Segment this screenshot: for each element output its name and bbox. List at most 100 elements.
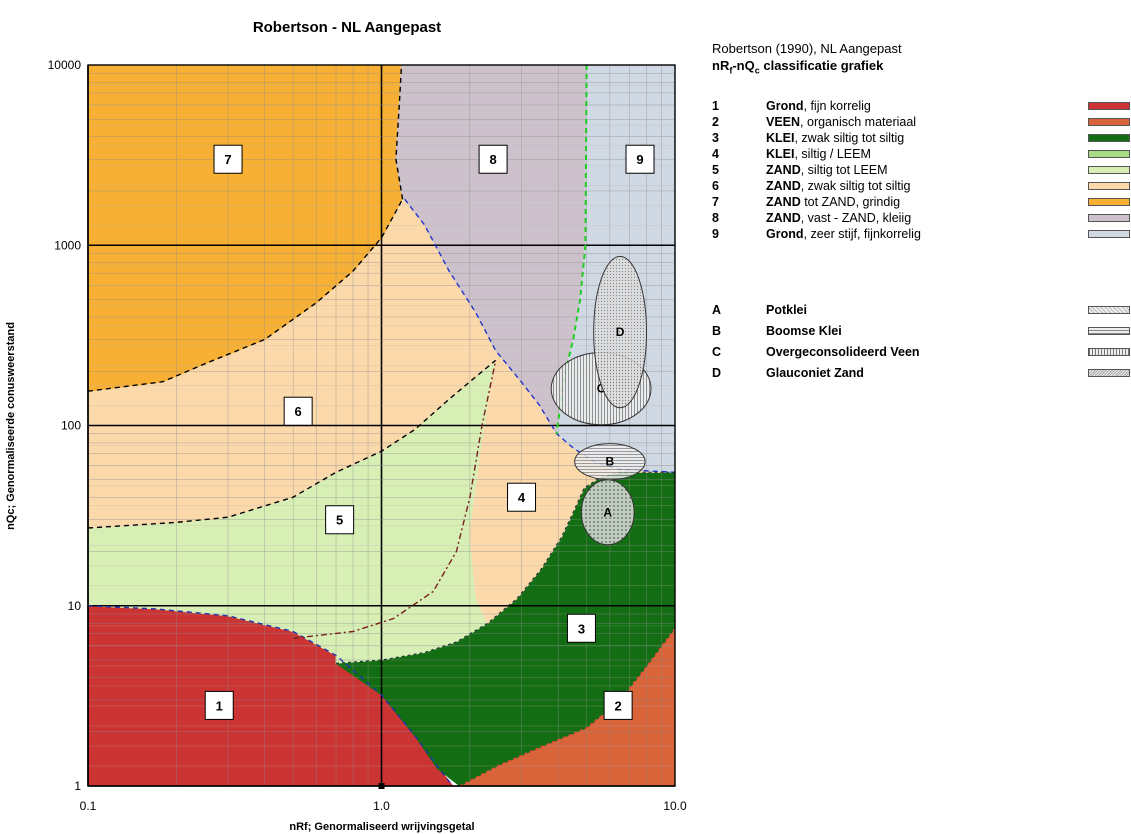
legend-ellipse-letter: C: [712, 344, 722, 359]
legend-ellipse-letter: A: [712, 302, 722, 317]
legend-swatch: [1088, 165, 1130, 174]
legend-title: Robertson (1990), NL Aangepast: [712, 41, 902, 56]
legend-swatch: [1088, 197, 1130, 206]
boundary-4-5-line: [293, 360, 497, 639]
legend-ellipse-B: B Boomse Klei: [712, 321, 1130, 342]
y-tick-label: 10000: [48, 58, 82, 72]
legend-swatch: [1088, 181, 1130, 190]
legend-ellipse-C: C Overgeconsolideerd Veen: [712, 342, 1130, 363]
origin-marker: [378, 783, 385, 789]
ellipse-A: A: [580, 479, 635, 546]
zone-9-label: 9: [625, 144, 655, 174]
legend-item-number: 1: [712, 98, 719, 113]
legend-item-number: 4: [712, 146, 719, 161]
ellipse-B-label: B: [606, 455, 615, 469]
legend-ellipse-D: D Glauconiet Zand: [712, 363, 1130, 384]
boundary-1-line: [88, 605, 454, 786]
legend-item-number: 7: [712, 194, 719, 209]
legend-item-number: 3: [712, 130, 719, 145]
x-axis-label: nRf; Genormaliseerd wrijvingsgetal: [289, 821, 474, 833]
legend-item-9: 9 Grond, zeer stijf, fijnkorrelig: [712, 226, 1130, 242]
boundary-5-6-line: [88, 359, 497, 529]
legend-item-7: 7 ZAND tot ZAND, grindig: [712, 194, 1130, 210]
legend-ellipse-letter: D: [712, 365, 722, 380]
zone-8-label-box: [478, 144, 508, 174]
legend-subtitle: nRf-nQc classificatie grafiek: [712, 58, 884, 76]
legend-swatch: [1088, 229, 1130, 238]
zone-4-label: 4: [507, 482, 537, 512]
legend-item-text: ZAND, vast - ZAND, kleiig: [766, 210, 912, 225]
legend-item-2: 2 VEEN, organisch materiaal: [712, 114, 1130, 130]
legend-item-3: 3 KLEI, zwak siltig tot siltig: [712, 130, 1130, 146]
y-axis-label: nQc; Genormaliseerde conusweerstand: [5, 322, 17, 530]
y-tick-label: 1: [74, 779, 81, 793]
x-tick-label: 10.0: [663, 799, 687, 813]
legend-swatch: [1088, 117, 1130, 126]
legend-ellipse-text: Overgeconsolideerd Veen: [766, 344, 920, 359]
boundary-6-7-line: [88, 198, 404, 392]
zone-3-label-box: [566, 613, 596, 643]
legend-zone-list: 1 Grond, fijn korrelig 2 VEEN, organisch ma…: [712, 98, 1130, 242]
legend-item-text: ZAND tot ZAND, grindig: [766, 194, 901, 209]
legend-ellipse-swatch: [1088, 347, 1130, 356]
legend-swatch: [1088, 213, 1130, 222]
legend-item-6: 6 ZAND, zwak siltig tot siltig: [712, 178, 1130, 194]
boundary-2-line: [459, 627, 675, 786]
zone-2-label-text: 2: [614, 698, 621, 713]
legend-item-text: Grond, fijn korrelig: [766, 98, 871, 113]
legend-item-5: 5 ZAND, siltig tot LEEM: [712, 162, 1130, 178]
legend-item-text: ZAND, zwak siltig tot siltig: [766, 178, 911, 193]
zone-5-label: 5: [325, 505, 355, 535]
legend: Robertson (1990), NL Aangepast nRf-nQc c…: [712, 40, 1130, 384]
y-tick-label: 10: [68, 599, 82, 613]
legend-item-number: 8: [712, 210, 719, 225]
zone-6-label: 6: [283, 396, 313, 426]
x-tick-label: 1.0: [373, 799, 390, 813]
ellipse-B: B: [574, 443, 646, 481]
chart-title: Robertson - NL Aangepast: [253, 19, 441, 36]
legend-ellipse-text: Glauconiet Zand: [766, 365, 864, 380]
zone-1-label-box: [204, 690, 234, 720]
legend-item-number: 9: [712, 226, 719, 241]
legend-ellipse-text: Boomse Klei: [766, 323, 842, 338]
legend-item-number: 5: [712, 162, 719, 177]
legend-swatch: [1088, 133, 1130, 142]
ellipse-D-label: D: [616, 325, 625, 339]
legend-item-1: 1 Grond, fijn korrelig: [712, 98, 1130, 114]
zone-8-label-text: 8: [489, 152, 496, 167]
legend-ellipse-list: A Potklei B Boomse Klei C Overgeconsolideerd …: [712, 300, 1130, 384]
zone-3-label: 3: [566, 613, 596, 643]
zone-7-label: 7: [213, 144, 243, 174]
legend-item-text: VEEN, organisch materiaal: [766, 114, 917, 129]
legend-ellipse-swatch: [1088, 326, 1130, 335]
boundary-7-8-line: [395, 65, 404, 200]
legend-ellipse-swatch: [1088, 305, 1130, 314]
legend-item-text: Grond, zeer stijf, fijnkorrelig: [766, 226, 921, 241]
zone-5-label-box: [325, 505, 355, 535]
zone-4-label-box: [507, 482, 537, 512]
legend-item-4: 4 KLEI, siltig / LEEM: [712, 146, 1130, 162]
legend-ellipse-letter: B: [712, 323, 722, 338]
zone-8-label: 8: [478, 144, 508, 174]
zone-9-label-box: [625, 144, 655, 174]
legend-item-number: 2: [712, 114, 719, 129]
legend-ellipse-text: Potklei: [766, 302, 807, 317]
legend-item-8: 8 ZAND, vast - ZAND, kleiig: [712, 210, 1130, 226]
zone-1-label: 1: [204, 690, 234, 720]
ellipse-D: D: [593, 255, 648, 409]
zone-1-label-text: 1: [216, 698, 223, 713]
legend-ellipse-swatch: [1088, 368, 1130, 377]
zone-6-label-text: 6: [295, 404, 302, 419]
y-tick-label: 100: [61, 419, 81, 433]
boundary-8-9-line: [555, 65, 588, 434]
zone-2-label: 2: [603, 690, 633, 720]
legend-item-text: KLEI, zwak siltig tot siltig: [766, 130, 905, 145]
ellipse-C-label: C: [597, 382, 606, 396]
legend-item-text: ZAND, siltig tot LEEM: [766, 162, 888, 177]
legend-item-text: KLEI, siltig / LEEM: [766, 146, 871, 161]
ellipse-D-shape: [593, 255, 648, 409]
ellipse-B-shape: [574, 443, 646, 481]
legend-item-number: 6: [712, 178, 719, 193]
legend-swatch: [1088, 149, 1130, 158]
